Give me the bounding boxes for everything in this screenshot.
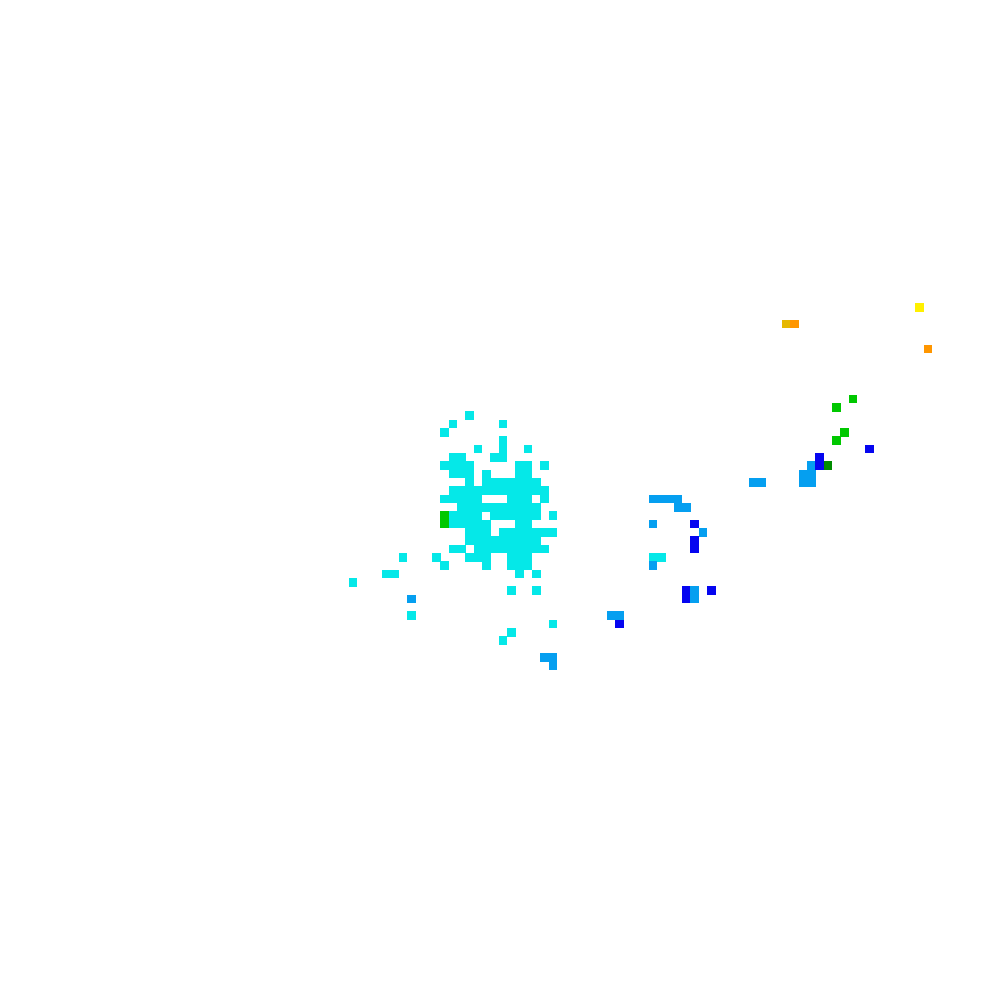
grid-cell [782,319,791,329]
grid-cell [440,494,483,504]
grid-cell [815,453,824,462]
grid-cell [648,553,666,562]
grid-cell [832,403,841,412]
grid-cell [548,619,558,629]
grid-cell [482,561,491,570]
grid-cell [507,628,516,637]
grid-cell [507,561,533,570]
grid-cell [515,569,524,579]
grid-cell [507,586,516,595]
grid-cell [923,344,933,354]
grid-cell [440,428,449,437]
grid-cell [748,478,766,487]
grid-cell [473,544,549,554]
grid-cell [440,511,449,520]
grid-cell [690,594,699,604]
grid-cell [482,469,491,479]
grid-cell [457,503,541,512]
grid-cell [607,611,624,620]
grid-cell [465,528,491,537]
grid-cell [648,561,658,570]
grid-cell [465,553,491,562]
grid-cell [523,444,533,454]
grid-cell [698,528,708,537]
grid-cell [532,586,541,595]
grid-cell [382,569,399,579]
grid-cell [498,436,508,445]
grid-cell [348,578,358,587]
grid-cell [865,444,874,454]
grid-cell [490,511,541,520]
grid-cell [498,636,508,645]
grid-cell [840,428,849,437]
grid-cell [448,453,466,462]
grid-cell [690,519,699,529]
grid-cell [832,436,841,445]
grid-cell [440,461,474,470]
grid-cell [515,469,533,479]
grid-cell [532,569,541,579]
grid-cell [432,553,441,562]
grid-cell [690,586,699,595]
grid-cell [482,478,541,487]
grid-cell [807,461,816,470]
grid-cell [465,478,474,487]
grid-cell [548,511,558,520]
grid-cell [473,444,483,454]
grid-cell [790,319,799,329]
grid-cell [407,611,416,620]
grid-cell [848,394,858,404]
grid-cell [498,528,558,537]
grid-cell [540,494,549,504]
grid-cell [515,519,533,529]
grid-cell [507,553,533,562]
grid-cell [673,503,691,512]
grid-cell [648,519,658,529]
grid-cell [448,486,549,495]
grid-cell [465,536,541,545]
grid-cell [448,419,458,429]
grid-cell [448,469,474,479]
grid-cell [798,469,816,479]
grid-cell [690,536,699,545]
grid-cell [690,544,699,554]
grid-cell [490,453,508,462]
grid-cell [440,561,449,570]
grid-cell [682,594,691,604]
grid-cell [498,419,508,429]
grid-cell [498,444,508,454]
grid-cell [798,478,816,487]
grid-cell [540,653,558,662]
grid-cell [507,494,533,504]
grid-cell [707,586,716,595]
grid-cell [915,303,924,312]
grid-cell [540,461,549,470]
grid-cell [448,519,491,529]
grid-cell [615,619,624,629]
grid-cell [407,594,416,604]
grid-cell [515,461,533,470]
grid-cell [440,519,449,529]
grid-cell [648,494,683,504]
grid-cell [815,461,824,470]
grid-cell [465,411,474,420]
grid-cell [823,461,833,470]
grid-cell [448,544,466,554]
grid-cell [398,553,408,562]
grid-cell [548,661,558,670]
grid-cell [448,511,483,520]
grid-cell [682,586,691,595]
